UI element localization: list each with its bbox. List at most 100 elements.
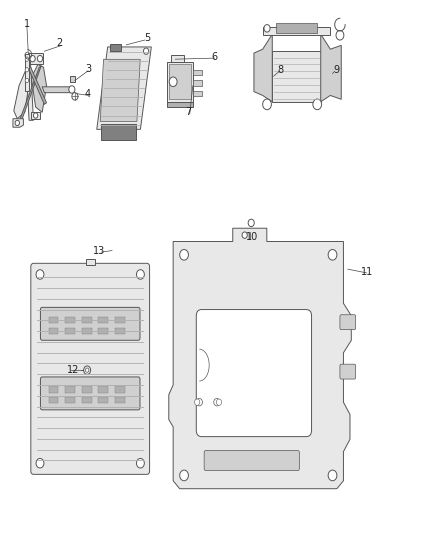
FancyBboxPatch shape bbox=[340, 315, 356, 329]
Circle shape bbox=[37, 55, 42, 62]
Polygon shape bbox=[110, 44, 121, 51]
Circle shape bbox=[72, 93, 78, 100]
Bar bbox=[115, 397, 125, 403]
Bar bbox=[65, 386, 75, 393]
Circle shape bbox=[336, 30, 344, 40]
Circle shape bbox=[137, 270, 145, 279]
Bar bbox=[99, 386, 108, 393]
Text: 8: 8 bbox=[277, 65, 283, 75]
Bar bbox=[70, 76, 75, 82]
Text: 9: 9 bbox=[334, 65, 340, 75]
Polygon shape bbox=[254, 34, 272, 102]
Circle shape bbox=[33, 113, 38, 118]
Bar bbox=[82, 397, 92, 403]
Bar bbox=[65, 397, 75, 403]
Bar bbox=[65, 327, 75, 334]
Circle shape bbox=[144, 48, 149, 54]
Circle shape bbox=[69, 86, 75, 93]
Text: 7: 7 bbox=[185, 107, 191, 117]
Circle shape bbox=[25, 68, 28, 72]
Polygon shape bbox=[14, 64, 30, 119]
Circle shape bbox=[25, 57, 28, 61]
FancyBboxPatch shape bbox=[204, 450, 299, 471]
Polygon shape bbox=[100, 59, 140, 122]
Polygon shape bbox=[28, 67, 46, 104]
Circle shape bbox=[263, 99, 272, 110]
Polygon shape bbox=[31, 64, 46, 112]
Bar bbox=[166, 62, 193, 102]
Circle shape bbox=[25, 78, 28, 83]
Circle shape bbox=[84, 366, 91, 374]
Polygon shape bbox=[13, 119, 23, 127]
Bar bbox=[169, 64, 191, 99]
FancyBboxPatch shape bbox=[40, 308, 140, 340]
Bar bbox=[82, 327, 92, 334]
Polygon shape bbox=[97, 47, 151, 130]
FancyBboxPatch shape bbox=[40, 377, 140, 410]
Circle shape bbox=[248, 219, 254, 227]
Circle shape bbox=[36, 270, 44, 279]
Text: 1: 1 bbox=[24, 19, 30, 29]
FancyBboxPatch shape bbox=[196, 310, 311, 437]
Circle shape bbox=[328, 249, 337, 260]
Circle shape bbox=[313, 99, 321, 110]
Text: 4: 4 bbox=[85, 88, 91, 99]
Text: 5: 5 bbox=[144, 33, 150, 43]
Bar bbox=[49, 317, 58, 323]
Circle shape bbox=[194, 399, 200, 406]
Polygon shape bbox=[169, 228, 351, 489]
Bar bbox=[193, 80, 202, 86]
Bar bbox=[193, 70, 202, 75]
Bar bbox=[263, 27, 330, 35]
Text: 12: 12 bbox=[67, 365, 79, 375]
Bar bbox=[49, 397, 58, 403]
Bar bbox=[65, 317, 75, 323]
Circle shape bbox=[137, 458, 145, 468]
Bar bbox=[193, 91, 202, 96]
Circle shape bbox=[169, 77, 177, 86]
Circle shape bbox=[264, 25, 270, 32]
Bar bbox=[28, 53, 43, 64]
Bar bbox=[99, 397, 108, 403]
Circle shape bbox=[328, 470, 337, 481]
Bar bbox=[276, 23, 317, 33]
FancyBboxPatch shape bbox=[340, 364, 356, 379]
Bar bbox=[99, 327, 108, 334]
Polygon shape bbox=[19, 66, 41, 122]
Bar bbox=[115, 327, 125, 334]
Bar bbox=[166, 102, 193, 107]
Circle shape bbox=[196, 399, 202, 406]
Bar bbox=[99, 317, 108, 323]
Bar bbox=[49, 327, 58, 334]
Circle shape bbox=[242, 232, 247, 238]
Circle shape bbox=[180, 470, 188, 481]
Circle shape bbox=[180, 249, 188, 260]
Circle shape bbox=[15, 120, 19, 126]
Bar bbox=[171, 55, 184, 62]
Polygon shape bbox=[42, 87, 73, 93]
Bar bbox=[115, 317, 125, 323]
FancyBboxPatch shape bbox=[31, 263, 150, 474]
Text: 6: 6 bbox=[212, 52, 218, 61]
Text: 10: 10 bbox=[246, 232, 258, 243]
Bar bbox=[272, 51, 321, 102]
Circle shape bbox=[30, 55, 35, 62]
Bar bbox=[115, 386, 125, 393]
Polygon shape bbox=[25, 54, 29, 91]
Bar bbox=[86, 259, 95, 265]
Polygon shape bbox=[101, 124, 136, 140]
Polygon shape bbox=[26, 61, 33, 120]
Text: 11: 11 bbox=[361, 267, 374, 277]
Bar bbox=[49, 386, 58, 393]
Circle shape bbox=[214, 399, 220, 406]
Text: 13: 13 bbox=[93, 246, 105, 255]
Circle shape bbox=[36, 458, 44, 468]
Text: 2: 2 bbox=[57, 38, 63, 48]
Polygon shape bbox=[31, 112, 40, 119]
Bar bbox=[82, 317, 92, 323]
Text: 3: 3 bbox=[85, 64, 91, 74]
Polygon shape bbox=[321, 34, 341, 102]
Circle shape bbox=[216, 399, 222, 406]
Bar bbox=[82, 386, 92, 393]
Circle shape bbox=[85, 368, 89, 372]
